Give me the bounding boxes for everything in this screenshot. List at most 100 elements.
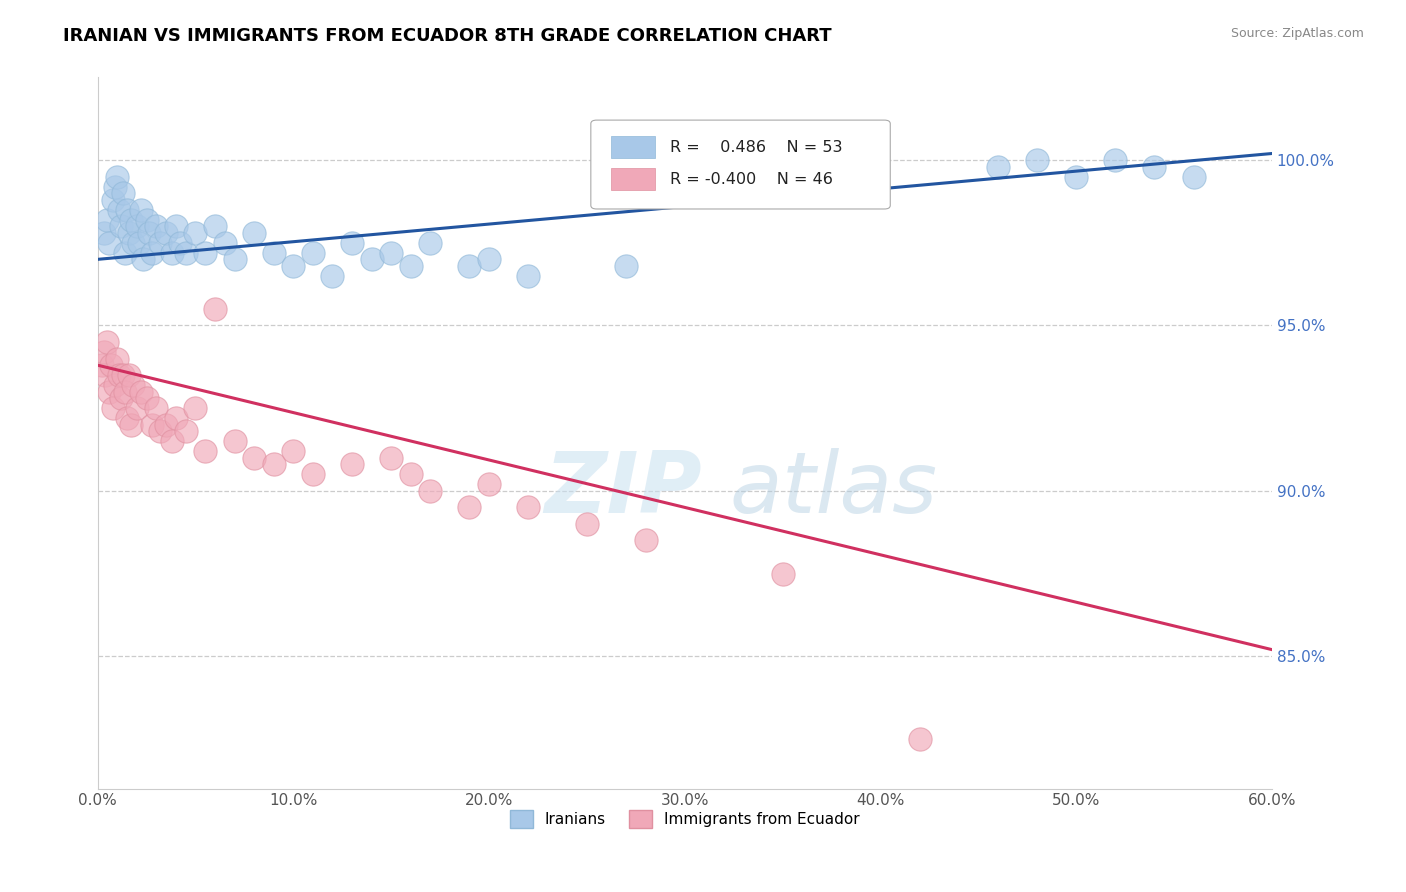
Point <box>283 259 305 273</box>
Point <box>194 245 217 260</box>
Point <box>224 434 246 449</box>
Point <box>419 483 441 498</box>
Text: R =    0.486    N = 53: R = 0.486 N = 53 <box>669 140 842 154</box>
FancyBboxPatch shape <box>610 136 655 158</box>
Point <box>160 434 183 449</box>
Point <box>340 458 363 472</box>
Point <box>1104 153 1126 168</box>
Point <box>120 212 142 227</box>
Point <box>145 401 167 416</box>
Point <box>138 226 160 240</box>
Point <box>104 179 127 194</box>
Point <box>380 245 402 260</box>
Point <box>575 516 598 531</box>
Point <box>360 252 382 267</box>
Point <box>90 358 112 372</box>
Point <box>634 533 657 548</box>
Point <box>98 384 121 399</box>
Point <box>302 467 325 482</box>
Point <box>112 368 135 383</box>
Point <box>283 444 305 458</box>
Point <box>165 411 187 425</box>
Point <box>243 450 266 465</box>
Point <box>114 245 136 260</box>
Point <box>1064 169 1087 184</box>
Text: Source: ZipAtlas.com: Source: ZipAtlas.com <box>1230 27 1364 40</box>
Point <box>194 444 217 458</box>
Point <box>110 219 132 234</box>
Point <box>987 160 1010 174</box>
Point <box>458 259 481 273</box>
Point <box>160 245 183 260</box>
Point <box>105 169 128 184</box>
Point <box>1143 160 1166 174</box>
Point <box>120 417 142 432</box>
Point <box>517 268 540 283</box>
Point <box>321 268 343 283</box>
Point <box>458 500 481 515</box>
Point <box>135 212 157 227</box>
Point <box>96 334 118 349</box>
Point <box>145 219 167 234</box>
Point <box>380 450 402 465</box>
Point <box>125 401 148 416</box>
Point <box>772 566 794 581</box>
Point <box>214 235 236 250</box>
Point <box>129 202 152 217</box>
Point <box>204 219 226 234</box>
Point <box>155 417 177 432</box>
Point <box>122 235 145 250</box>
Point <box>141 245 163 260</box>
FancyBboxPatch shape <box>610 169 655 190</box>
Point <box>614 259 637 273</box>
Point <box>100 358 122 372</box>
Point <box>419 235 441 250</box>
Point <box>129 384 152 399</box>
Text: atlas: atlas <box>730 449 938 532</box>
Point <box>110 391 132 405</box>
Point <box>149 235 172 250</box>
Point <box>340 235 363 250</box>
Text: R = -0.400    N = 46: R = -0.400 N = 46 <box>669 171 832 186</box>
Point <box>263 245 285 260</box>
Point <box>174 245 197 260</box>
Point <box>114 384 136 399</box>
Point <box>98 235 121 250</box>
Point <box>112 186 135 201</box>
Point <box>131 252 153 267</box>
Point <box>141 417 163 432</box>
Point <box>104 378 127 392</box>
Point <box>122 378 145 392</box>
Point <box>478 252 501 267</box>
Point <box>93 345 115 359</box>
FancyBboxPatch shape <box>591 120 890 209</box>
Point <box>517 500 540 515</box>
Point <box>105 351 128 366</box>
Legend: Iranians, Immigrants from Ecuador: Iranians, Immigrants from Ecuador <box>503 805 866 834</box>
Point <box>125 219 148 234</box>
Point <box>169 235 191 250</box>
Point <box>93 226 115 240</box>
Point <box>399 467 422 482</box>
Text: ZIP: ZIP <box>544 449 702 532</box>
Point <box>94 368 117 383</box>
Point <box>184 226 207 240</box>
Point <box>115 202 138 217</box>
Point <box>263 458 285 472</box>
Point <box>118 226 141 240</box>
Point <box>96 212 118 227</box>
Point <box>103 401 125 416</box>
Point <box>149 425 172 439</box>
Point <box>1026 153 1049 168</box>
Text: IRANIAN VS IMMIGRANTS FROM ECUADOR 8TH GRADE CORRELATION CHART: IRANIAN VS IMMIGRANTS FROM ECUADOR 8TH G… <box>63 27 832 45</box>
Point <box>128 235 150 250</box>
Point <box>174 425 197 439</box>
Point <box>155 226 177 240</box>
Point <box>184 401 207 416</box>
Point <box>302 245 325 260</box>
Point <box>108 368 131 383</box>
Point <box>165 219 187 234</box>
Point <box>103 193 125 207</box>
Point <box>1182 169 1205 184</box>
Point <box>399 259 422 273</box>
